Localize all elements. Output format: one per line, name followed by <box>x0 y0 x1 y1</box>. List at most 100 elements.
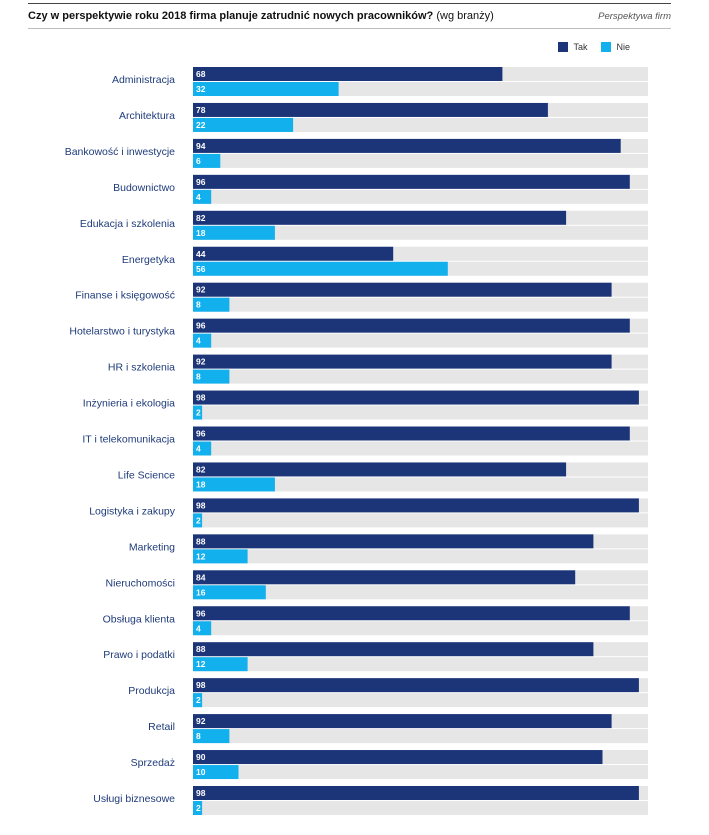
bar-track-nie <box>193 585 648 600</box>
value-label-nie: 18 <box>196 228 206 238</box>
legend-item-tak: Tak <box>558 42 587 52</box>
bar-tak <box>193 462 567 477</box>
bar-nie <box>193 477 275 492</box>
value-label-nie: 22 <box>196 120 206 130</box>
value-label-nie: 4 <box>196 192 201 202</box>
value-label-tak: 96 <box>196 608 206 618</box>
value-label-tak: 44 <box>196 249 206 259</box>
title-rule <box>28 28 671 29</box>
value-label-nie: 12 <box>196 551 206 561</box>
category-group-finanse-i-ksiegowosc: Finanse i księgowość 92 8 <box>75 282 648 312</box>
bar-nie <box>193 765 239 780</box>
value-label-tak: 92 <box>196 357 206 367</box>
category-label: Life Science <box>118 469 175 481</box>
category-label: Bankowość i inwestycje <box>65 146 175 158</box>
category-label: Logistyka i zakupy <box>89 505 176 517</box>
bar-track-nie <box>193 801 648 815</box>
category-label: Obsługa klienta <box>103 613 176 625</box>
category-group-it-i-telekomunikacja: IT i telekomunikacja 96 4 <box>82 426 648 456</box>
value-label-tak: 98 <box>196 788 206 798</box>
category-label: Hotelarstwo i turystyka <box>69 326 175 338</box>
category-group-architektura: Architektura 78 22 <box>119 102 648 132</box>
value-label-tak: 94 <box>196 141 206 151</box>
bar-nie <box>193 513 203 528</box>
bar-tak <box>193 678 639 693</box>
category-group-marketing: Marketing 88 12 <box>129 534 648 564</box>
bar-nie <box>193 333 212 348</box>
chart-title-main: Czy w perspektywie roku 2018 firma planu… <box>28 10 434 22</box>
category-group-nieruchomosci: Nieruchomości 84 16 <box>106 570 648 600</box>
bar-track-nie <box>193 765 648 780</box>
bar-nie <box>193 117 294 132</box>
bar-nie <box>193 657 248 672</box>
bar-nie <box>193 297 230 312</box>
category-label: Administracja <box>112 74 175 86</box>
value-label-tak: 96 <box>196 177 206 187</box>
value-label-nie: 2 <box>196 408 201 418</box>
value-label-nie: 8 <box>196 300 201 310</box>
value-label-tak: 90 <box>196 752 206 762</box>
bar-track-nie <box>193 189 648 204</box>
category-label: Marketing <box>129 541 175 553</box>
value-label-tak: 82 <box>196 464 206 474</box>
bar-track-nie <box>193 153 648 168</box>
bar-nie <box>193 441 212 456</box>
bar-track-nie <box>193 441 648 456</box>
bar-tak <box>193 102 548 117</box>
category-label: Produkcja <box>128 685 175 697</box>
bar-track-nie <box>193 117 648 132</box>
category-group-prawo-i-podatki: Prawo i podatki 88 12 <box>103 642 648 672</box>
value-label-tak: 84 <box>196 572 206 582</box>
value-label-tak: 98 <box>196 680 206 690</box>
chart-title: Czy w perspektywie roku 2018 firma planu… <box>28 10 494 22</box>
value-label-tak: 96 <box>196 321 206 331</box>
value-label-nie: 2 <box>196 695 201 705</box>
category-label: Architektura <box>119 110 175 122</box>
category-group-hotelarstwo-i-turystyka: Hotelarstwo i turystyka 96 4 <box>69 318 648 348</box>
bar-nie <box>193 189 212 204</box>
category-group-obsluga-klienta: Obsługa klienta 96 4 <box>103 606 648 636</box>
value-label-nie: 12 <box>196 659 206 669</box>
bar-nie <box>193 801 203 815</box>
category-group-produkcja: Produkcja 98 2 <box>128 678 648 708</box>
value-label-tak: 92 <box>196 716 206 726</box>
bar-track-nie <box>193 477 648 492</box>
value-label-nie: 2 <box>196 803 201 813</box>
value-label-tak: 68 <box>196 69 206 79</box>
bar-tak <box>193 67 503 81</box>
bar-nie <box>193 693 203 708</box>
category-group-bankowosc-i-inwestycje: Bankowość i inwestycje 94 6 <box>65 138 648 168</box>
source-label: Perspektywa firm <box>598 11 671 22</box>
bar-nie <box>193 621 212 636</box>
bar-nie <box>193 369 230 384</box>
legend-swatch-nie <box>601 42 612 52</box>
bar-tak <box>193 750 603 765</box>
value-label-nie: 56 <box>196 264 206 274</box>
category-group-sprzedaz: Sprzedaż 90 10 <box>131 750 648 780</box>
category-group-energetyka: Energetyka 44 56 <box>122 246 648 276</box>
legend-label-tak: Tak <box>573 42 588 52</box>
bar-track-nie <box>193 297 648 312</box>
bar-tak <box>193 606 630 621</box>
bar-tak <box>193 210 567 225</box>
value-label-nie: 2 <box>196 515 201 525</box>
category-label: Budownictwo <box>113 182 175 194</box>
bar-track-nie <box>193 621 648 636</box>
category-label: Retail <box>148 721 175 733</box>
bar-track-nie <box>193 369 648 384</box>
category-label: Finanse i księgowość <box>75 290 175 302</box>
category-group-life-science: Life Science 82 18 <box>118 462 648 492</box>
value-label-nie: 6 <box>196 156 201 166</box>
category-label: Energetyka <box>122 254 175 266</box>
bar-tak <box>193 246 394 261</box>
top-rule <box>28 3 671 4</box>
category-group-retail: Retail 92 8 <box>148 714 648 744</box>
bar-tak <box>193 714 612 729</box>
category-label: Sprzedaż <box>131 757 175 769</box>
bar-tak <box>193 426 630 441</box>
bar-tak <box>193 138 621 153</box>
bar-tak <box>193 786 639 800</box>
category-group-uslugi-biznesowe: Usługi biznesowe 98 2 <box>93 786 648 815</box>
bar-tak <box>193 498 639 513</box>
